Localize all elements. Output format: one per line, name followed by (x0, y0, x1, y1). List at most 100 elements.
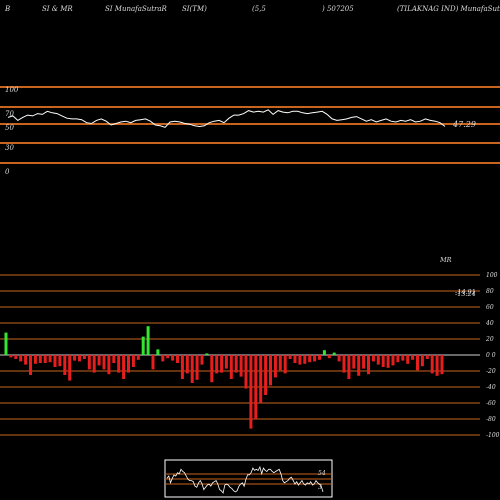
chart-header: B SI & MR SI MunafaSutraR SI(TM) (5,5 ) … (4, 5, 500, 13)
header-item-1: SI & MR (42, 5, 73, 13)
mrsi-bar (234, 355, 238, 373)
mrsi-bar (254, 355, 258, 419)
mrsi-bar (215, 355, 219, 374)
mrsi-bar (156, 349, 160, 355)
mrsi-bar (332, 352, 336, 355)
rsi-tick-0: 0 (5, 168, 10, 176)
mrsi-bar (210, 355, 214, 383)
mrsi-bar (352, 355, 356, 369)
mrsi-panel: MR 100 80 60 40 20 0 0 -20 -40 -60 -80 -100 -14.91… (0, 256, 500, 439)
mrsi-bar (264, 355, 268, 395)
mrsi-current-value: -13.24 (455, 290, 476, 298)
mrsi-bar (161, 355, 165, 362)
mrsi-bar (371, 355, 375, 362)
mrsi-bar (273, 355, 277, 378)
mrsi-bar (318, 355, 321, 360)
mrsi-bar (249, 355, 253, 429)
mrsi-bar (416, 355, 419, 371)
mrsi-bar (391, 355, 395, 366)
mrsi-tick-label: 100 (486, 272, 498, 279)
mrsi-bar (376, 355, 380, 365)
mrsi-bar (4, 332, 8, 355)
mrsi-bar (420, 355, 424, 367)
mrsi-bar (224, 355, 228, 369)
mrsi-bar (68, 355, 72, 381)
mrsi-series (4, 326, 444, 429)
mrsi-bar (195, 355, 199, 380)
mrsi-tick-label: -80 (486, 416, 496, 423)
mrsi-bar (141, 336, 145, 355)
inset-line (166, 465, 324, 494)
mrsi-bar (97, 355, 101, 366)
rsi-tick-50: 50 (5, 124, 14, 132)
rsi-tick-100: 100 (5, 86, 19, 94)
mrsi-bar (176, 355, 179, 363)
mrsi-tick-label: 40 (485, 320, 494, 327)
mrsi-tick-label: 60 (486, 304, 494, 311)
rsi-series (7, 109, 446, 128)
header-item-4: (5,5 (252, 5, 266, 13)
inset-series (166, 465, 324, 494)
mrsi-bar (313, 355, 317, 362)
mrsi-label: MR (439, 256, 452, 264)
header-item-0: B (4, 5, 10, 13)
mrsi-tick-label: -40 (486, 384, 496, 391)
mrsi-bar (337, 355, 341, 362)
mrsi-bar (33, 355, 37, 364)
mrsi-bar (386, 355, 390, 368)
mrsi-bar (322, 350, 326, 355)
mrsi-bar (122, 355, 126, 379)
mrsi-bar (440, 355, 444, 375)
mrsi-bar (430, 355, 434, 374)
mrsi-bar (205, 353, 209, 355)
mrsi-bar (259, 355, 263, 403)
header-item-3: SI(TM) (182, 5, 207, 13)
mrsi-grid: 100 80 60 40 20 0 0 -20 -40 -60 -80 -100 (0, 272, 500, 439)
mrsi-tick-label: 80 (486, 288, 494, 295)
mrsi-bar (117, 355, 121, 373)
rsi-line (7, 109, 446, 128)
mrsi-bar (347, 355, 351, 379)
mrsi-bar (220, 355, 224, 373)
mrsi-tick-label: 20 (485, 336, 494, 343)
mrsi-bar (43, 355, 47, 363)
mrsi-bar (229, 355, 233, 379)
mrsi-bar (185, 355, 189, 374)
mrsi-bar (166, 355, 170, 359)
mrsi-bar (283, 355, 287, 374)
mrsi-bar (367, 355, 370, 375)
mrsi-bar (190, 355, 194, 383)
mrsi-bar (63, 355, 67, 375)
mrsi-bar (396, 355, 400, 363)
mrsi-bar (73, 355, 77, 361)
mrsi-bar (58, 355, 62, 367)
mrsi-bar (362, 355, 366, 369)
mrsi-bar (53, 355, 57, 367)
mrsi-bar (48, 355, 52, 363)
mrsi-bar (435, 355, 439, 376)
rsi-tick-30: 30 (5, 144, 14, 152)
mrsi-bar (200, 355, 204, 365)
mrsi-bar (293, 355, 297, 363)
mrsi-bar (107, 355, 111, 375)
mrsi-bar (406, 355, 410, 364)
mrsi-bar (9, 355, 13, 358)
mrsi-current-value-overlap: -14.91 (455, 288, 476, 296)
mrsi-bar (425, 355, 429, 359)
mrsi-bar (411, 355, 415, 360)
mrsi-bar (92, 355, 96, 373)
mrsi-bar (82, 355, 86, 359)
mrsi-tick-label: 0 0 (486, 352, 496, 359)
mrsi-bar (288, 355, 292, 359)
mrsi-bar (78, 355, 81, 362)
mrsi-tick-label: -60 (486, 400, 496, 407)
mrsi-bar (151, 355, 155, 370)
mrsi-bar (298, 355, 302, 365)
mrsi-bar (38, 355, 42, 363)
mrsi-bar (29, 355, 32, 375)
inset-chart: 54 3 (164, 459, 333, 498)
header-item-5: ) 507205 (321, 5, 354, 13)
mrsi-bar (303, 355, 307, 364)
mrsi-bar (308, 355, 312, 363)
mrsi-bar (87, 355, 91, 370)
